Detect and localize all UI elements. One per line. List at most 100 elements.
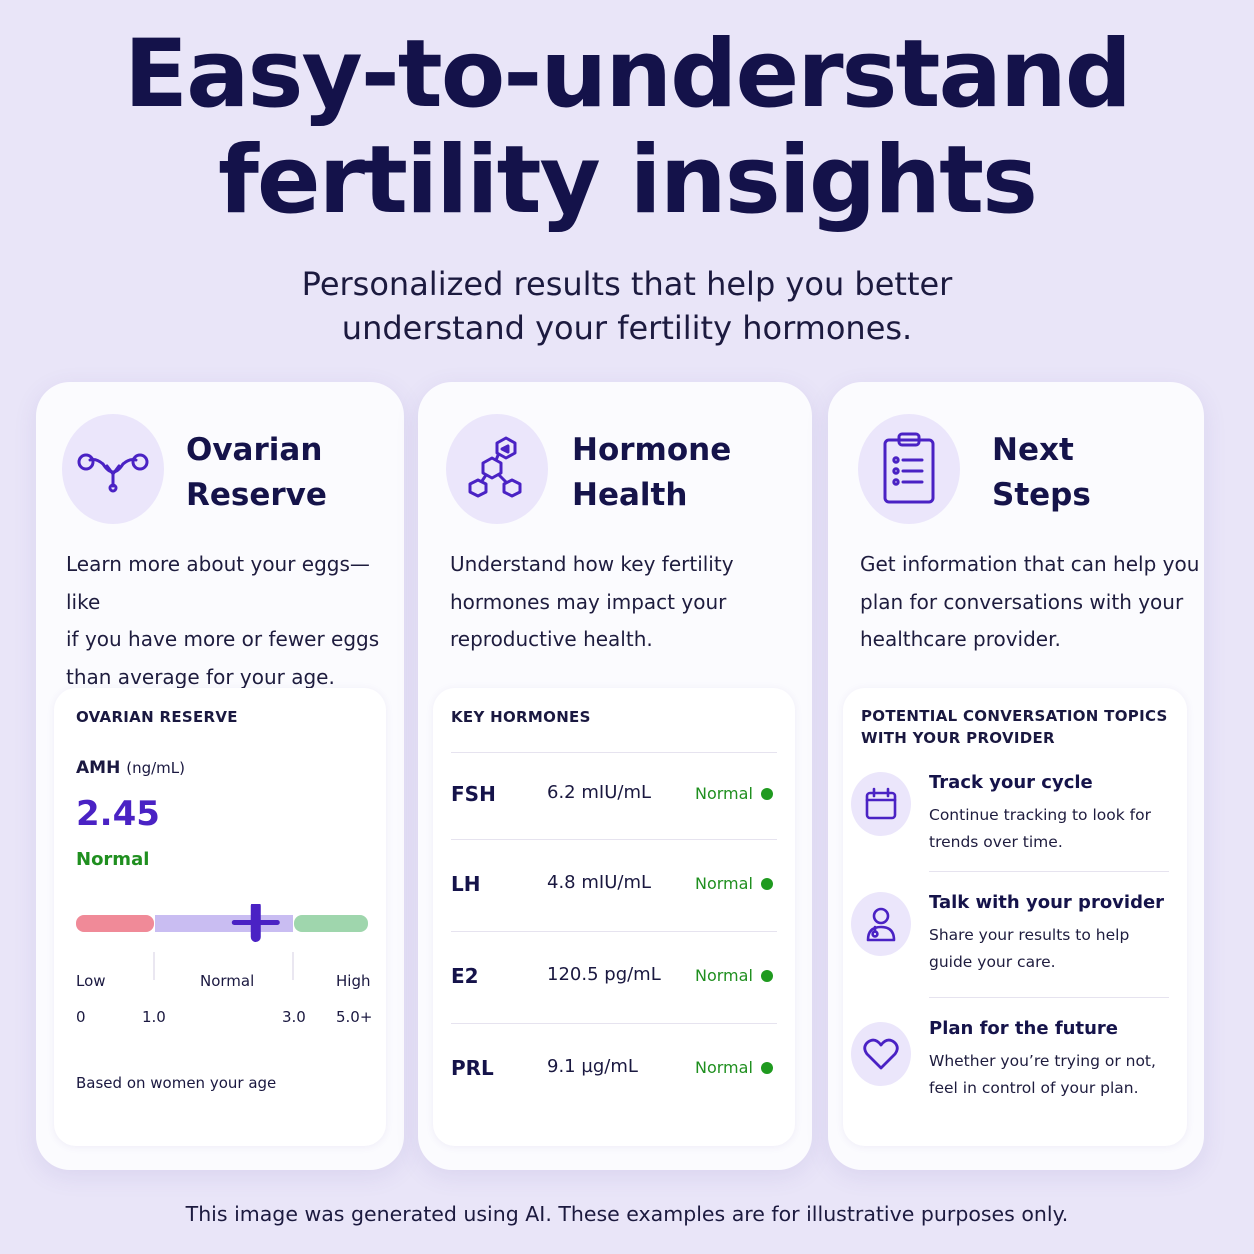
panel-label: OVARIAN RESERVE [76,708,238,726]
amh-value: 2.45 [76,794,160,834]
desc-line-2: if you have more or fewer eggs [66,627,380,651]
panel-label-line-1: POTENTIAL CONVERSATION TOPICS [861,707,1168,725]
hormone-row-fsh: FSH 6.2 mIU/mL Normal [451,752,777,844]
hormone-name: E2 [451,964,479,988]
desc-line-3: healthcare provider. [860,627,1061,651]
topic-description: Share your results to help guide your ca… [929,922,1169,976]
hormone-value: 120.5 pg/mL [547,964,661,985]
amh-unit: (ng/mL) [126,759,185,777]
hormone-status: Normal [695,784,753,803]
hormone-value: 6.2 mIU/mL [547,782,651,803]
uterus-icon [62,414,164,524]
topic-desc-line-1: Continue tracking to look for [929,806,1151,824]
status-dot [761,1062,773,1074]
ovarian-reserve-card: Ovarian Reserve Learn more about your eg… [36,382,404,1170]
title-line-2: fertility insights [218,126,1038,235]
card-title: Next Steps [992,428,1091,518]
panel-label: POTENTIAL CONVERSATION TOPICS WITH YOUR … [861,705,1168,749]
status-dot [761,878,773,890]
hormone-unit: mIU/mL [581,782,652,803]
scale-label-low: Low [76,972,106,990]
card-title-line-1: Ovarian [186,432,323,468]
row-divider [451,931,777,932]
hormone-number: 6.2 [547,782,576,803]
desc-line-1: Understand how key fertility [450,552,734,576]
hormone-row-prl: PRL 9.1 µg/mL Normal [451,1026,777,1118]
topic-desc-line-2: feel in control of your plan. [929,1079,1139,1097]
row-divider [451,1023,777,1024]
topic-divider [929,997,1169,998]
provider-icon [851,892,911,956]
status-dot [761,970,773,982]
status-dot [761,788,773,800]
topic-title: Track your cycle [929,772,1093,793]
hormone-name: FSH [451,782,496,806]
card-description: Understand how key fertility hormones ma… [450,546,734,659]
desc-line-2: plan for conversations with your [860,589,1184,614]
row-divider [451,752,777,753]
range-bar [76,904,368,980]
desc-line-1: Get information that can help you [860,552,1200,576]
desc-line-1: Learn more about your eggs—like [66,552,370,614]
card-title: Ovarian Reserve [186,428,327,518]
card-description: Get information that can help you plan f… [860,546,1199,659]
desc-line-3: reproductive health. [450,627,653,651]
scale-label-high: High [336,972,371,990]
scale-label-normal: Normal [200,972,255,990]
row-divider [451,839,777,840]
key-hormones-panel: KEY HORMONES FSH 6.2 mIU/mL Normal LH 4.… [433,688,795,1146]
clipboard-icon [858,414,960,524]
card-title: Hormone Health [572,428,731,518]
hormone-value: 9.1 µg/mL [547,1056,638,1077]
topic-desc-line-1: Whether you’re trying or not, [929,1052,1156,1070]
topic-title: Talk with your provider [929,892,1165,913]
hormone-row-e2: E2 120.5 pg/mL Normal [451,934,777,1026]
subtitle-line-2: understand your fertility hormones. [341,309,913,347]
next-steps-card: Next Steps Get information that can help… [828,382,1204,1170]
calendar-icon [851,772,911,836]
topic-divider [929,871,1169,872]
hormone-unit: µg/mL [581,1056,638,1077]
title-line-1: Easy-to-understand [123,20,1132,129]
hormone-number: 4.8 [547,872,576,893]
page-title: Easy-to-understand fertility insights [0,22,1254,234]
amh-status: Normal [76,849,150,870]
card-title-line-2: Steps [992,477,1091,513]
hormone-value: 4.8 mIU/mL [547,872,651,893]
hormone-health-card: Hormone Health Understand how key fertil… [418,382,812,1170]
disclaimer-footer: This image was generated using AI. These… [185,1202,1069,1226]
topic-description: Continue tracking to look for trends ove… [929,802,1169,856]
hormone-name: PRL [451,1056,494,1080]
panel-label: KEY HORMONES [451,708,591,726]
topic-desc-line-2: trends over time. [929,833,1063,851]
hormone-name: LH [451,872,481,896]
hormone-number: 120.5 [547,964,599,985]
hormone-number: 9.1 [547,1056,576,1077]
heart-icon [851,1022,911,1086]
topic-title: Plan for the future [929,1018,1118,1039]
card-title-line-1: Next [992,432,1074,468]
subtitle-line-1: Personalized results that help you bette… [301,265,953,303]
topic-description: Whether you’re trying or not, feel in co… [929,1048,1169,1102]
hormone-status: Normal [695,874,753,893]
hormone-status: Normal [695,1058,753,1077]
panel-label-line-2: WITH YOUR PROVIDER [861,729,1055,747]
topic-desc-line-1: Share your results to help [929,926,1130,944]
card-title-line-2: Reserve [186,477,327,513]
molecule-icon [446,414,548,524]
card-description: Learn more about your eggs—like if you h… [66,546,404,696]
tick-label: 0 [76,1008,86,1026]
desc-line-2: hormones may impact your [450,589,727,614]
topic-desc-line-2: guide your care. [929,953,1056,971]
desc-line-3: than average for your age. [66,664,335,689]
hormone-row-lh: LH 4.8 mIU/mL Normal [451,842,777,934]
range-low-segment [76,915,154,932]
hormone-unit: mIU/mL [581,872,652,893]
range-marker [231,904,280,942]
tick-label: 5.0+ [336,1008,373,1026]
page-subtitle: Personalized results that help you bette… [0,262,1254,350]
card-title-line-1: Hormone [572,432,732,468]
hormone-unit: pg/mL [604,964,661,985]
amh-name: AMH [76,758,121,778]
conversation-topics-panel: POTENTIAL CONVERSATION TOPICS WITH YOUR … [843,688,1187,1146]
